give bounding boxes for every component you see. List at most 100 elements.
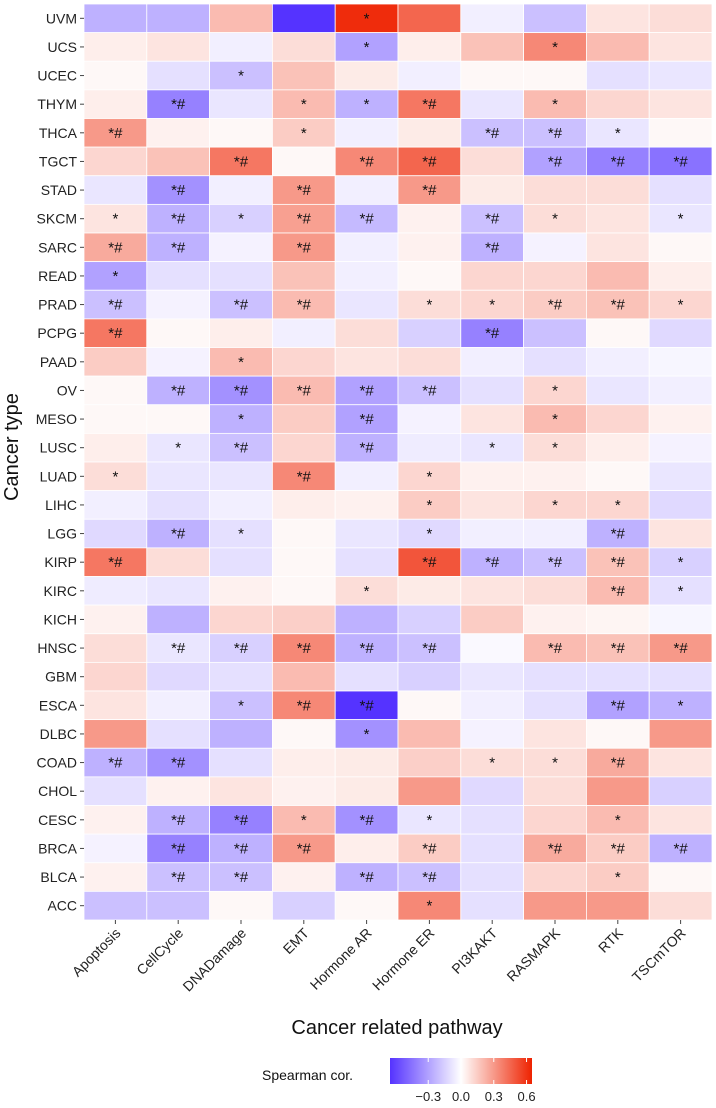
- cell-annotation: *: [615, 869, 621, 886]
- heatmap-cell-UCS-RASMAPK: [523, 32, 587, 62]
- heatmap-cell-DLBC-TSCmTOR: [648, 719, 713, 749]
- cell-annotation: *#: [297, 239, 312, 256]
- heatmap-cell-UVM-PI3KAKT: [460, 3, 524, 34]
- cell-annotation: *: [426, 297, 432, 314]
- heatmap-cell-STAD-Apoptosis: [83, 175, 148, 205]
- cell-annotation: *#: [234, 382, 249, 399]
- heatmap-cell-UVM-Hormone ER: [397, 3, 462, 34]
- heatmap-cell-KIRP-RTK: [586, 547, 650, 577]
- cell-annotation: *: [112, 268, 118, 285]
- heatmap-cell-CESC-PI3KAKT: [460, 805, 524, 835]
- cell-annotation: *: [552, 497, 558, 514]
- heatmap-cell-BRCA-Apoptosis: [83, 833, 148, 864]
- cell-annotation: *#: [171, 840, 186, 857]
- y-tick-label: CESC: [38, 812, 77, 828]
- heatmap-cell-TGCT-DNADamage: [209, 146, 273, 177]
- heatmap-cell-KIRP-Hormone ER: [397, 547, 462, 577]
- heatmap-cell-STAD-Hormone AR: [334, 175, 399, 205]
- x-tick-label: TSCmTOR: [629, 925, 689, 985]
- y-tick-label: CHOL: [38, 783, 77, 799]
- heatmap-cell-READ-DNADamage: [209, 261, 273, 291]
- x-tick-label: RASMAPK: [503, 924, 563, 984]
- heatmap-cell-MESO-EMT: [271, 404, 336, 434]
- y-tick-label: UCEC: [37, 68, 77, 84]
- cell-annotation: *#: [548, 153, 563, 170]
- cell-annotation: *#: [108, 297, 123, 314]
- heatmap-cell-BRCA-PI3KAKT: [460, 833, 524, 864]
- heatmap-cell-SARC-RASMAPK: [523, 232, 587, 263]
- heatmap-cell-BRCA-Hormone ER: [397, 833, 462, 864]
- cell-annotation: *#: [297, 640, 312, 657]
- heatmap-cell-KICH-Hormone AR: [334, 604, 399, 635]
- heatmap-cell-ESCA-TSCmTOR: [648, 690, 713, 721]
- heatmap-cell-BLCA-CellCycle: [146, 862, 211, 892]
- x-tick-label: RTK: [595, 924, 626, 955]
- heatmap-cell-UVM-TSCmTOR: [648, 3, 713, 34]
- heatmap-cell-OV-RASMAPK: [523, 375, 587, 406]
- cell-annotation: *#: [611, 697, 626, 714]
- heatmap-cell-UCS-TSCmTOR: [648, 32, 713, 62]
- heatmap-cell-PAAD-RASMAPK: [523, 347, 587, 377]
- heatmap-cell-SARC-PI3KAKT: [460, 232, 524, 263]
- heatmap-cell-LUAD-PI3KAKT: [460, 461, 524, 492]
- heatmap-cell-UCEC-EMT: [271, 60, 336, 91]
- cell-annotation: *#: [360, 382, 375, 399]
- y-tick-label: PCPG: [37, 325, 77, 341]
- cell-annotation: *#: [548, 840, 563, 857]
- heatmap-cell-LUSC-CellCycle: [146, 432, 211, 463]
- heatmap-cell-STAD-RTK: [586, 175, 650, 205]
- heatmap-cell-ESCA-CellCycle: [146, 690, 211, 721]
- heatmap-cell-DLBC-Apoptosis: [83, 719, 148, 749]
- cell-annotation: *#: [234, 869, 249, 886]
- heatmap-cell-DLBC-RASMAPK: [523, 719, 587, 749]
- heatmap-cell-COAD-Apoptosis: [83, 747, 148, 778]
- heatmap-cell-CHOL-Hormone AR: [334, 776, 399, 806]
- heatmap-cell-PAAD-PI3KAKT: [460, 347, 524, 377]
- cell-annotation: *#: [297, 182, 312, 199]
- heatmap-cell-LGG-CellCycle: [146, 518, 211, 549]
- cell-annotation: *#: [611, 526, 626, 543]
- cell-annotation: *#: [548, 640, 563, 657]
- cell-annotation: *#: [108, 239, 123, 256]
- heatmap-cell-UVM-DNADamage: [209, 3, 273, 34]
- heatmap-cell-GBM-PI3KAKT: [460, 661, 524, 692]
- heatmap-cell-KICH-TSCmTOR: [648, 604, 713, 635]
- heatmap-cell-THCA-RASMAPK: [523, 118, 587, 148]
- heatmap-cell-DLBC-DNADamage: [209, 719, 273, 749]
- heatmap-cell-CHOL-Apoptosis: [83, 776, 148, 806]
- heatmap-cell-PAAD-Apoptosis: [83, 347, 148, 377]
- y-tick-label: TGCT: [39, 153, 78, 169]
- heatmap-cell-MESO-PI3KAKT: [460, 404, 524, 434]
- heatmap-cell-LIHC-RASMAPK: [523, 490, 587, 520]
- heatmap-cell-THCA-TSCmTOR: [648, 118, 713, 148]
- heatmap-cell-HNSC-PI3KAKT: [460, 633, 524, 663]
- cell-annotation: *: [112, 468, 118, 485]
- y-tick-label: MESO: [36, 411, 77, 427]
- heatmap-cell-PAAD-TSCmTOR: [648, 347, 713, 377]
- heatmap-cell-OV-TSCmTOR: [648, 375, 713, 406]
- heatmap-cell-STAD-TSCmTOR: [648, 175, 713, 205]
- heatmap-cell-HNSC-CellCycle: [146, 633, 211, 663]
- heatmap-cell-LGG-TSCmTOR: [648, 518, 713, 549]
- y-tick-label: LUSC: [40, 440, 77, 456]
- heatmap-cell-MESO-Hormone ER: [397, 404, 462, 434]
- legend-tick-label: −0.3: [415, 1089, 441, 1104]
- heatmap-cell-CHOL-CellCycle: [146, 776, 211, 806]
- y-tick-label: DLBC: [40, 726, 77, 742]
- cell-annotation: *#: [297, 211, 312, 228]
- cell-annotation: *: [678, 211, 684, 228]
- heatmap-cell-GBM-RASMAPK: [523, 661, 587, 692]
- heatmap-cell-LIHC-DNADamage: [209, 490, 273, 520]
- cell-annotation: *#: [485, 211, 500, 228]
- cell-annotation: *: [552, 39, 558, 56]
- y-tick-label: THCA: [39, 125, 78, 141]
- heatmap-cell-READ-RTK: [586, 261, 650, 291]
- cell-annotation: *: [552, 440, 558, 457]
- heatmap-cell-SKCM-TSCmTOR: [648, 203, 713, 234]
- heatmap-cell-GBM-RTK: [586, 661, 650, 692]
- heatmap-cell-READ-Hormone AR: [334, 261, 399, 291]
- heatmap-cell-GBM-TSCmTOR: [648, 661, 713, 692]
- cell-annotation: *#: [297, 840, 312, 857]
- heatmap-cell-LUAD-CellCycle: [146, 461, 211, 492]
- heatmap-cell-PCPG-CellCycle: [146, 318, 211, 348]
